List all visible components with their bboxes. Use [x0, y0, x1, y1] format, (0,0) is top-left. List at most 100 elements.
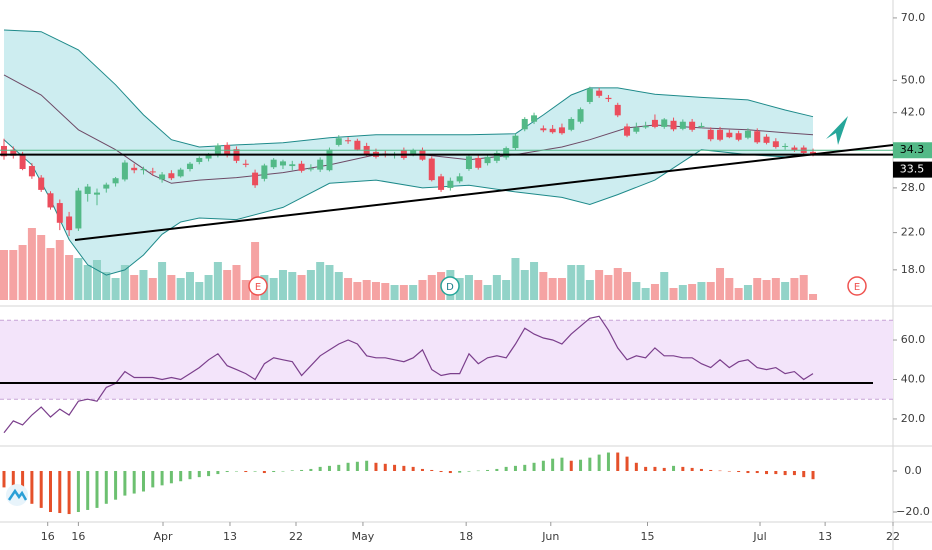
macd-bar — [402, 465, 406, 471]
macd-bar — [792, 470, 796, 476]
volume-bar — [539, 272, 548, 300]
volume-bar — [204, 275, 213, 300]
volume-bar — [464, 275, 473, 300]
event-circle — [440, 276, 460, 296]
macd-bar — [290, 470, 294, 471]
candle-body — [549, 128, 556, 133]
volume-bar — [734, 288, 743, 300]
candle-body — [605, 97, 612, 100]
macd-bar — [104, 470, 108, 504]
macd-bar — [755, 470, 759, 474]
volume-bar — [185, 272, 194, 300]
volume-bar — [232, 265, 241, 300]
macd-bar — [281, 470, 285, 472]
plot: 70.0 50.0 42.0 28.0 22.0 18.0 34.3 33.5 16 16 Apr 1… — [0, 11, 932, 543]
volume-bar — [576, 265, 585, 300]
volume-bar — [548, 278, 557, 300]
volume-bar — [771, 278, 780, 300]
x-tick-label: 18 — [459, 530, 473, 543]
candle-body — [289, 164, 296, 167]
macd-bar — [318, 466, 322, 471]
macd-bar — [709, 469, 713, 471]
candle-body — [791, 147, 798, 151]
volume-bar — [176, 278, 185, 300]
candle-body — [754, 131, 761, 143]
macd-bar — [234, 470, 238, 472]
macd-bar — [532, 462, 536, 471]
volume-bar — [390, 285, 399, 300]
volume-bar — [83, 265, 92, 300]
macd-bar — [58, 470, 62, 514]
macd-bar — [439, 470, 443, 473]
volume-bar — [585, 280, 594, 300]
candle-body — [196, 157, 203, 162]
candle-body — [56, 203, 63, 223]
volume-bar — [344, 278, 353, 300]
macd-bar — [327, 465, 331, 471]
volume-bar — [725, 278, 734, 300]
candle-body — [717, 129, 724, 140]
volume-bar — [92, 260, 101, 300]
volume-bar — [567, 265, 576, 300]
volume-bar — [697, 282, 706, 300]
volume-bar — [790, 278, 799, 300]
candle-body — [531, 115, 538, 122]
x-tick-label: Jun — [541, 530, 559, 543]
y-tick-label: 0.0 — [904, 464, 922, 477]
volume-bar — [557, 278, 566, 300]
macd-bar — [216, 470, 220, 475]
macd-bar — [160, 470, 164, 486]
volume-bar — [74, 258, 83, 300]
macd-bar — [123, 470, 127, 496]
macd-bar — [244, 470, 248, 473]
volume-bar — [195, 282, 204, 300]
macd-bar — [634, 462, 638, 471]
macd-bar — [467, 470, 471, 472]
event-marker[interactable]: D — [440, 276, 460, 296]
x-tick-label: 22 — [289, 530, 303, 543]
volume-bar — [492, 275, 501, 300]
candle-body — [521, 118, 528, 130]
volume-bar — [241, 280, 250, 300]
volume-bar — [502, 280, 511, 300]
macd-bar — [448, 470, 452, 474]
candle-body — [345, 140, 352, 142]
x-tick-label: May — [352, 530, 375, 543]
volume-bar — [46, 248, 55, 300]
macd-bar — [141, 470, 145, 492]
candle-body — [493, 152, 500, 161]
y-tick-label: −20.0 — [896, 505, 930, 518]
event-label: E — [854, 282, 860, 293]
volume-bar — [799, 275, 808, 300]
volume-bar — [595, 270, 604, 300]
volume-bar — [334, 272, 343, 300]
volume-bar — [223, 270, 232, 300]
volume-bar — [130, 275, 139, 300]
macd-bar — [300, 469, 304, 471]
candle-body — [242, 163, 249, 165]
macd-bar — [625, 456, 629, 471]
arrow-annotation — [826, 116, 848, 145]
x-tick-label: Apr — [153, 530, 173, 543]
marker-price-label: 34.3 — [900, 143, 925, 156]
event-marker[interactable]: E — [248, 276, 268, 296]
macd-bar — [513, 465, 517, 471]
candle-body — [326, 149, 333, 171]
candle-body — [149, 171, 156, 173]
y-tick-label: 18.0 — [901, 263, 926, 276]
x-tick-label: 16 — [71, 530, 85, 543]
volume-bar — [27, 228, 36, 300]
macd-bar — [11, 470, 15, 494]
candle-body — [558, 127, 565, 134]
volume-bar — [111, 278, 120, 300]
y-tick-label: 42.0 — [901, 106, 926, 119]
volume-bar — [371, 282, 380, 300]
last-price-label: 33.5 — [900, 163, 925, 176]
event-circle — [847, 276, 867, 296]
x-tick-label: 13 — [818, 530, 832, 543]
candle-body — [131, 167, 138, 171]
rsi-line — [3, 315, 814, 434]
y-tick-label: 50.0 — [901, 73, 926, 86]
macd-bar — [737, 470, 741, 473]
event-marker[interactable]: E — [847, 276, 867, 296]
